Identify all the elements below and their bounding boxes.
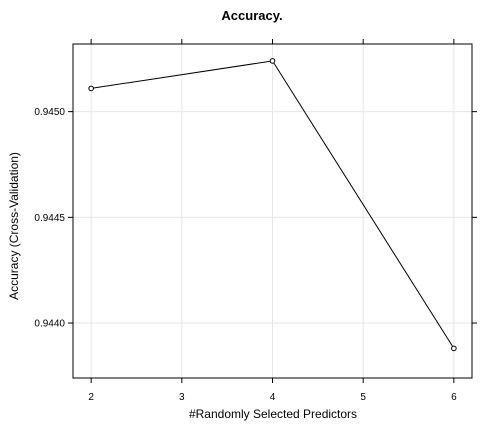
chart-title: Accuracy.	[221, 8, 282, 23]
data-layer	[88, 58, 457, 352]
tick-layer: 2 3 4 5 6 0.9440 0.9445 0.9450	[34, 39, 477, 403]
y-tick-label: 0.9445	[34, 213, 65, 224]
x-tick-label: 2	[88, 392, 94, 403]
grid-layer	[73, 44, 472, 378]
x-axis-label: #Randomly Selected Predictors	[189, 407, 357, 421]
y-axis-label: Accuracy (Cross-Validation)	[7, 152, 21, 300]
x-tick-label: 3	[179, 392, 185, 403]
y-tick-label: 0.9450	[34, 107, 65, 118]
data-point	[451, 345, 457, 352]
data-point	[269, 58, 276, 64]
x-tick-label: 5	[360, 392, 366, 403]
x-tick-label: 4	[270, 392, 276, 403]
x-tick-label: 6	[451, 392, 457, 403]
y-tick-label: 0.9440	[34, 319, 65, 330]
data-point	[88, 85, 94, 92]
